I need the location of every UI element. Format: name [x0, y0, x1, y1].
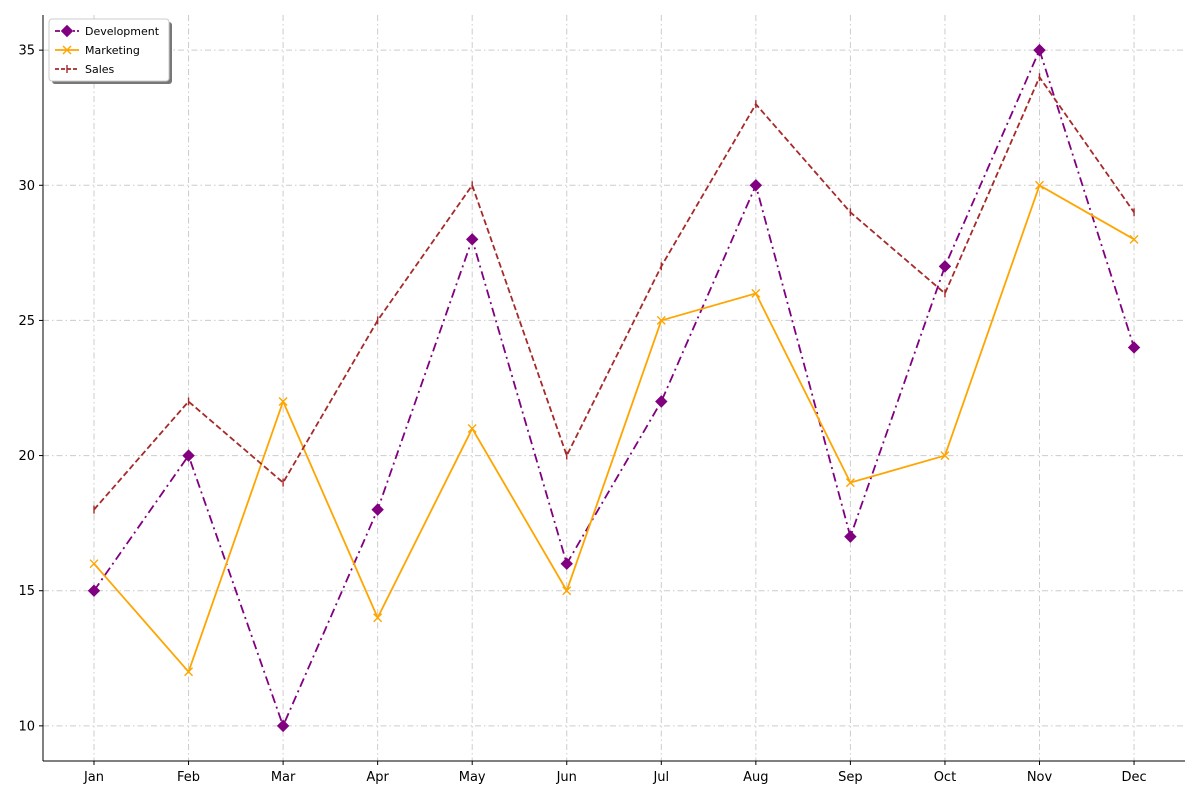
series-development [87, 43, 1141, 733]
x-tick-label: Dec [1121, 770, 1146, 785]
data-point-marketing [656, 315, 666, 325]
legend-marker-development [60, 24, 74, 38]
series-marketing [89, 180, 1139, 677]
data-point-development [182, 449, 195, 462]
y-tick-label: 20 [18, 449, 35, 464]
x-tick-label: Aug [743, 770, 768, 785]
x-tick-label: Apr [366, 770, 389, 785]
data-point-development [371, 503, 384, 516]
data-point-development [560, 557, 573, 570]
y-tick-label: 30 [18, 179, 35, 194]
data-point-development [844, 530, 857, 543]
legend-label-sales: Sales [85, 63, 115, 76]
data-point-marketing [940, 451, 950, 461]
legend-entry-development: Development [55, 24, 160, 38]
legend-label-marketing: Marketing [85, 44, 140, 57]
y-tick-label: 10 [18, 719, 35, 734]
series-sales [93, 73, 1135, 514]
data-point-development [465, 233, 479, 246]
legend-entry-sales: Sales [55, 63, 115, 76]
data-point-development [1127, 341, 1141, 354]
data-point-marketing [467, 424, 477, 434]
data-point-development [1033, 43, 1046, 57]
x-tick-label: Nov [1027, 770, 1053, 785]
data-point-marketing [278, 397, 288, 407]
series-line-development [93, 47, 1135, 729]
legend-entry-marketing: Marketing [55, 44, 140, 57]
data-point-marketing [1035, 180, 1044, 190]
data-point-marketing [1129, 234, 1139, 244]
series-line-marketing [93, 183, 1135, 674]
x-tick-label: Sep [838, 770, 863, 785]
legend-box [48, 18, 170, 82]
legend: Development Marketing Sales [48, 18, 172, 84]
data-point-marketing [845, 478, 855, 488]
x-tick-label: Jul [652, 770, 669, 785]
legend-label-development: Development [85, 25, 160, 38]
legend-marker-marketing [62, 45, 72, 55]
y-tick-label: 35 [18, 44, 35, 59]
y-tick-label: 15 [18, 584, 35, 599]
data-point-development [87, 584, 101, 597]
y-tick-label: 25 [18, 314, 35, 329]
x-tick-label: Jun [556, 770, 577, 785]
data-point-development [276, 719, 290, 733]
series-line-sales [93, 75, 1135, 511]
data-point-development [938, 260, 952, 273]
data-point-marketing [89, 559, 99, 569]
x-tick-label: Oct [934, 770, 956, 785]
x-tick-label: Mar [271, 770, 296, 785]
data-point-development [655, 395, 668, 408]
x-tick-label: Jan [83, 770, 104, 785]
data-point-marketing [562, 586, 572, 596]
series-lines [87, 43, 1141, 733]
axes: 10 15 20 25 30 35 Jan Feb Mar Apr May Jun Jul Aug Sep O… [18, 15, 1185, 785]
grid [43, 15, 1185, 761]
data-point-marketing [751, 288, 761, 298]
data-point-marketing [373, 613, 383, 623]
x-tick-label: Feb [177, 770, 200, 785]
data-point-marketing [184, 667, 194, 677]
data-point-development [749, 179, 763, 192]
x-tick-label: May [459, 770, 486, 785]
